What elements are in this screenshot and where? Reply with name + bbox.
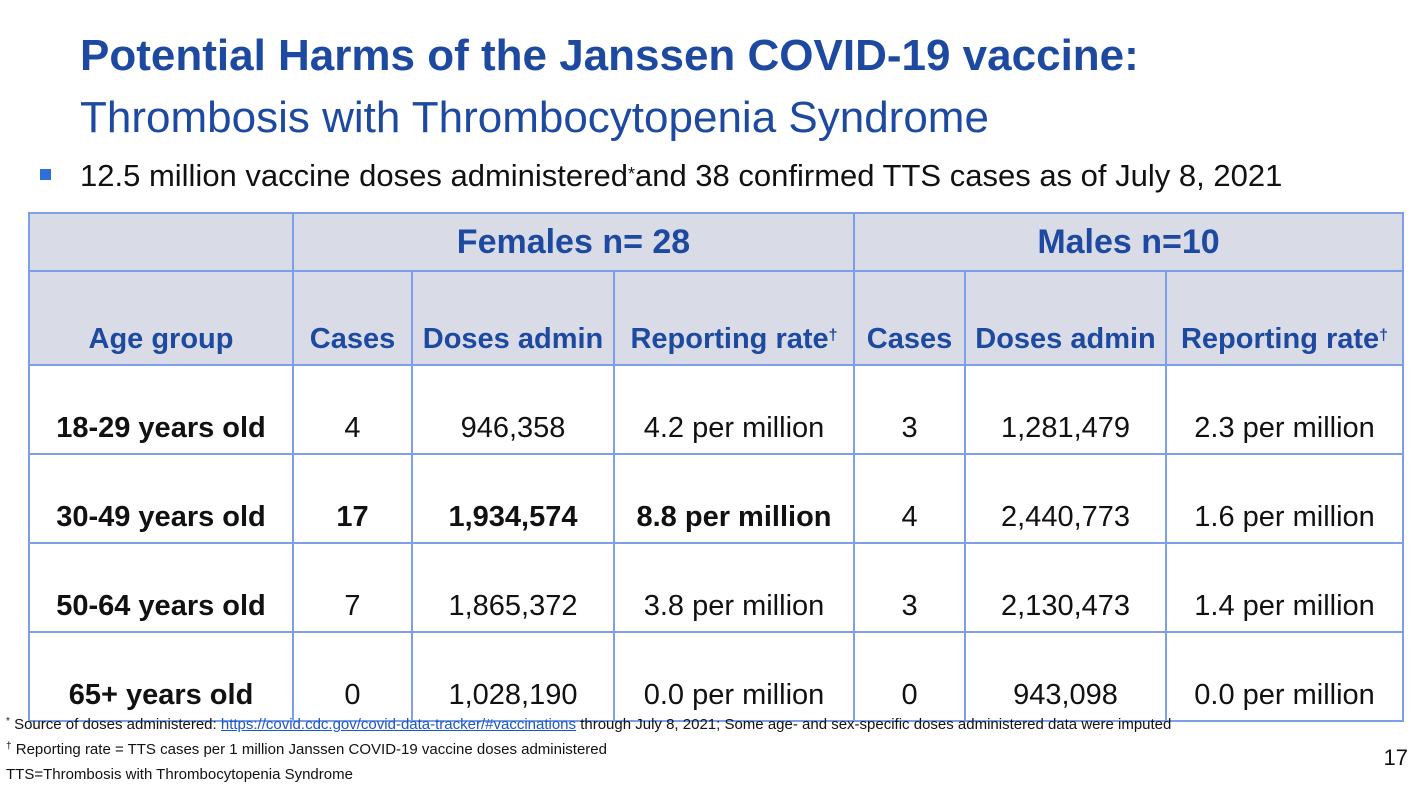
female-rate-cell: 3.8 per million (612, 542, 856, 633)
female-rate-header: Reporting rate† (612, 270, 856, 366)
footnote-rate: † Reporting rate = TTS cases per 1 milli… (6, 738, 1171, 763)
footnote-rate-text: Reporting rate = TTS cases per 1 million… (15, 741, 607, 758)
bullet-text: 12.5 million vaccine doses administered*… (80, 156, 1282, 200)
male-rate-cell: 1.4 per million (1165, 542, 1405, 633)
female-doses-cell: 1,028,190 (411, 631, 615, 722)
male-cases-header: Cases (853, 270, 967, 366)
female-doses-cell: 946,358 (411, 364, 615, 455)
female-cases-cell: 7 (292, 542, 413, 633)
females-group-header: Females n= 28 (291, 212, 856, 272)
female-cases-cell: 4 (292, 364, 413, 455)
footnote-source-prefix: Source of doses administered: (14, 716, 221, 733)
dagger-marker: † (6, 741, 12, 752)
page-number: 17 (1383, 745, 1408, 770)
male-doses-cell: 2,440,773 (964, 453, 1168, 544)
dagger-marker: † (1379, 327, 1389, 344)
table-row: 65+ years old 0 1,028,190 0.0 per millio… (28, 631, 1405, 722)
table-row: 50-64 years old 7 1,865,372 3.8 per mill… (28, 542, 1405, 633)
slide-subtitle: Thrombosis with Thrombocytopenia Syndrom… (80, 93, 989, 142)
age-group-cell: 18-29 years old (28, 364, 294, 455)
male-cases-cell: 3 (853, 542, 967, 633)
male-rate-cell: 0.0 per million (1165, 631, 1405, 722)
male-doses-cell: 943,098 (964, 631, 1168, 722)
male-rate-cell: 1.6 per million (1165, 453, 1405, 544)
female-cases-header: Cases (292, 270, 413, 366)
asterisk-marker: * (6, 716, 10, 727)
female-cases-cell: 0 (292, 631, 413, 722)
dagger-marker: † (828, 327, 838, 344)
males-group-header: Males n=10 (853, 212, 1405, 272)
bullet-square-icon (40, 169, 51, 180)
footnote-source-suffix: through July 8, 2021; Some age- and sex-… (576, 716, 1172, 733)
male-rate-cell: 2.3 per million (1165, 364, 1405, 455)
slide-title: Potential Harms of the Janssen COVID-19 … (80, 31, 1139, 80)
male-cases-cell: 4 (853, 453, 967, 544)
age-group-cell: 50-64 years old (28, 542, 294, 633)
age-group-cell: 30-49 years old (28, 453, 294, 544)
table-column-header-row: Age group Cases Doses admin Reporting ra… (28, 270, 1405, 366)
female-rate-cell: 0.0 per million (612, 631, 856, 722)
male-rate-header: Reporting rate† (1165, 270, 1405, 366)
male-doses-cell: 2,130,473 (964, 542, 1168, 633)
asterisk-marker: * (627, 164, 635, 184)
male-doses-header: Doses admin (964, 270, 1168, 366)
footnote-abbreviation: TTS=Thrombosis with Thrombocytopenia Syn… (6, 766, 353, 783)
bullet-text-before: 12.5 million vaccine doses administered (80, 158, 628, 193)
female-cases-cell: 17 (292, 453, 413, 544)
female-rate-label: Reporting rate (630, 323, 829, 355)
table-row: 18-29 years old 4 946,358 4.2 per millio… (28, 364, 1405, 455)
table-row: 30-49 years old 17 1,934,574 8.8 per mil… (28, 453, 1405, 544)
tts-cases-table: Females n= 28 Males n=10 Age group Cases… (28, 212, 1405, 722)
footnote-source: * Source of doses administered: https://… (6, 713, 1171, 738)
table-group-header-row: Females n= 28 Males n=10 (28, 212, 1405, 272)
blank-header-cell (28, 212, 294, 272)
male-cases-cell: 3 (853, 364, 967, 455)
male-doses-cell: 1,281,479 (964, 364, 1168, 455)
female-rate-cell: 8.8 per million (612, 453, 856, 544)
male-rate-label: Reporting rate (1180, 323, 1380, 355)
female-doses-header: Doses admin (411, 270, 615, 366)
female-rate-cell: 4.2 per million (612, 364, 856, 455)
vaccination-data-link[interactable]: https://covid.cdc.gov/covid-data-tracker… (220, 716, 577, 733)
male-cases-cell: 0 (853, 631, 967, 722)
age-group-header: Age group (28, 270, 294, 366)
bullet-text-after: and 38 confirmed TTS cases as of July 8,… (634, 158, 1283, 193)
footnotes: * Source of doses administered: https://… (6, 713, 1171, 786)
age-group-cell: 65+ years old (28, 631, 294, 722)
female-doses-cell: 1,934,574 (411, 453, 615, 544)
female-doses-cell: 1,865,372 (411, 542, 615, 633)
